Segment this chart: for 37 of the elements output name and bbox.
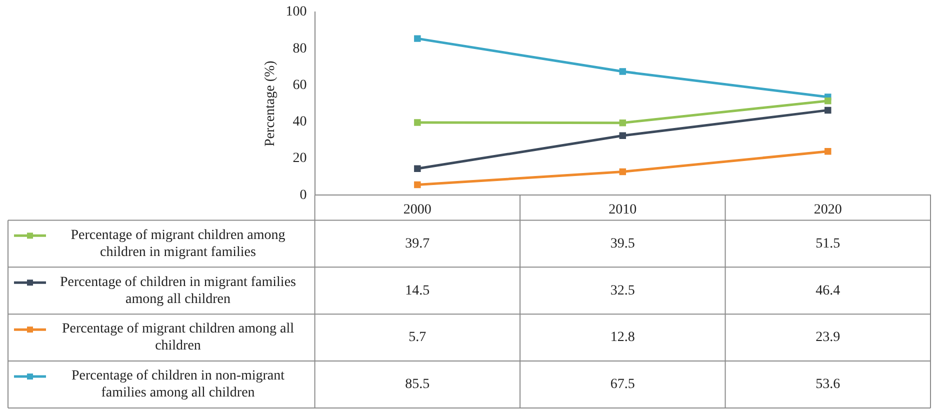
point (414, 181, 421, 188)
data-label: 39.7 (405, 236, 430, 252)
data-label: 46.4 (816, 283, 840, 298)
point (619, 119, 626, 126)
data-label: 32.5 (610, 283, 635, 298)
y-tick-label: 20 (292, 151, 307, 166)
point (619, 132, 626, 140)
y-tick-label: 80 (292, 41, 307, 56)
data-label: 85.5 (405, 377, 430, 392)
point (414, 35, 421, 42)
legend-label: Percentage of migrant children among all children (62, 322, 294, 354)
x-tick-label: 2000 (403, 202, 432, 218)
x-tick-label: 2020 (814, 202, 842, 218)
data-label: 23.9 (816, 330, 840, 346)
data-label: 14.5 (405, 283, 430, 298)
y-tick-label: 100 (286, 4, 307, 20)
legend-label: Percentage of migrant children among children in migrant families (70, 228, 286, 260)
point (414, 119, 421, 126)
point (414, 165, 421, 172)
data-label: 53.6 (816, 377, 840, 392)
data-label: 5.7 (408, 330, 426, 346)
y-tick-label: 60 (292, 78, 307, 93)
point (619, 68, 626, 75)
point (619, 168, 626, 176)
y-tick-label: 40 (292, 114, 307, 130)
x-tick-label: 2010 (608, 202, 637, 218)
data-label: 67.5 (610, 377, 635, 392)
point (824, 106, 832, 114)
data-label: 51.5 (816, 236, 840, 252)
legend-label: Percentage of children in non-migrant families among all children (71, 368, 285, 401)
legend-label: Percentage of children in migrant families among all children (60, 274, 296, 307)
y-axis-title: Percentage (%) (263, 60, 278, 147)
y-tick-label: 0 (300, 188, 307, 203)
point (824, 148, 832, 155)
data-label: 39.5 (610, 236, 635, 252)
data-label: 12.8 (610, 330, 635, 346)
point (824, 97, 832, 104)
